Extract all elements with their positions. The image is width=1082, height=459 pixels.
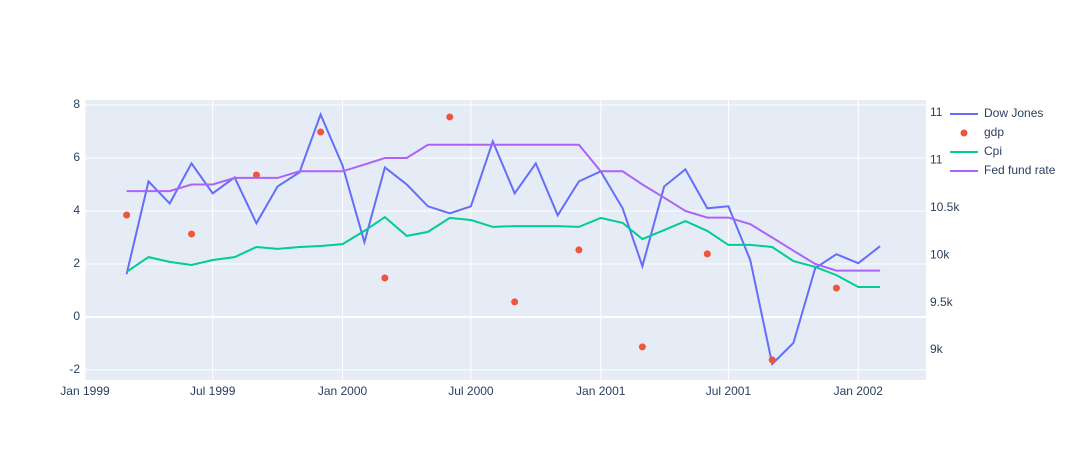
gdp-point	[575, 246, 583, 254]
gdp-point	[446, 113, 454, 121]
y2-tick-label: 9.5k	[930, 295, 954, 309]
gdp-point	[703, 250, 711, 258]
plot-background	[85, 100, 926, 380]
gdp-point	[252, 171, 260, 179]
x-tick-label: Jan 2002	[834, 384, 884, 398]
y2-tick-label: 11	[930, 153, 943, 167]
series-line	[126, 143, 881, 272]
legend-label: Fed fund rate	[984, 163, 1056, 177]
x-tick-label: Jul 2001	[706, 384, 752, 398]
gdp-point	[317, 128, 325, 136]
x-tick-label: Jul 2000	[448, 384, 494, 398]
y2-tick-label: 9k	[930, 342, 944, 356]
gdp-point	[123, 211, 131, 219]
gdp-point	[511, 298, 519, 306]
x-tick-label: Jan 2000	[318, 384, 368, 398]
gdp-point	[188, 230, 196, 238]
series-line	[125, 111, 881, 367]
gdp-point	[768, 356, 776, 364]
x-tick-label: Jul 1999	[190, 384, 236, 398]
y-tick-label: 6	[73, 150, 80, 164]
gdp-point	[832, 284, 840, 292]
series-line	[126, 215, 881, 288]
gdp-point	[381, 274, 389, 282]
x-tick-label: Jan 1999	[60, 384, 110, 398]
y-tick-label: 2	[73, 256, 80, 270]
legend-marker	[960, 129, 968, 137]
gdp-point	[638, 343, 646, 351]
y-tick-label: 0	[73, 309, 80, 323]
y2-tick-label: 10.5k	[930, 200, 960, 214]
y-tick-label: 4	[73, 203, 80, 217]
legend-label: Cpi	[984, 144, 1002, 158]
legend-label: Dow Jones	[984, 106, 1043, 120]
y2-tick-label: 10k	[930, 247, 950, 261]
y2-tick-label: 11	[930, 105, 943, 119]
y-tick-label: -2	[69, 362, 80, 376]
y-tick-label: 8	[73, 97, 80, 111]
x-tick-label: Jan 2001	[576, 384, 626, 398]
legend-label: gdp	[984, 125, 1004, 139]
